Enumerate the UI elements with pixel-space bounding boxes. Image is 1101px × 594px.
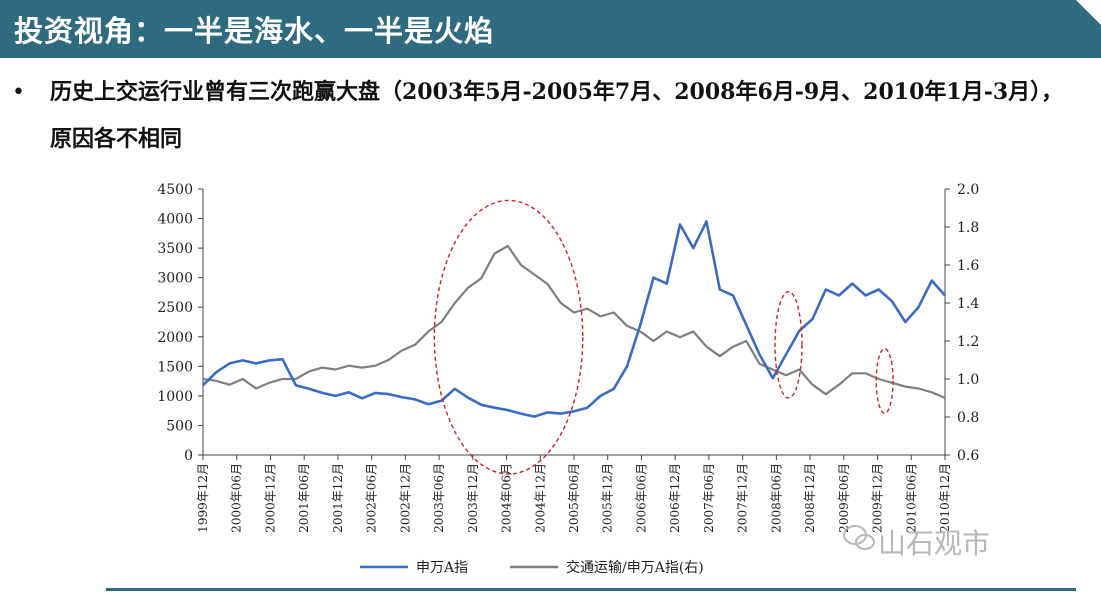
title-banner <box>0 0 1101 58</box>
annotation-ellipse-3 <box>875 347 894 414</box>
x-tick-label: 2008年12月 <box>803 463 817 533</box>
right-tick-label: 1.4 <box>957 296 979 312</box>
x-tick-label: 2006年12月 <box>668 463 682 533</box>
left-tick-label: 4500 <box>157 182 193 198</box>
x-tick-label: 2007年06月 <box>702 463 716 533</box>
x-tick-label: 2000年06月 <box>230 463 244 533</box>
x-tick-label: 1999年12月 <box>196 463 210 533</box>
right-tick-label: 0.8 <box>957 410 979 426</box>
x-tick-label: 2007年12月 <box>736 463 750 533</box>
right-tick-label: 1.0 <box>957 372 979 388</box>
right-tick-label: 1.6 <box>957 258 979 274</box>
x-tick-label: 2003年06月 <box>432 463 446 533</box>
left-tick-label: 3000 <box>157 271 193 287</box>
slide-title: 投资视角：一半是海水、一半是火焰 <box>14 14 495 48</box>
series-line-swa-index <box>202 220 946 418</box>
bullet-marker: • <box>12 80 25 105</box>
annotation-ellipse-1 <box>433 199 584 475</box>
x-tick-label: 2004年06月 <box>500 463 514 533</box>
x-tick-label: 2010年12月 <box>938 463 952 533</box>
left-tick-label: 0 <box>184 448 193 464</box>
left-tick-label: 2500 <box>157 300 193 316</box>
left-tick-label: 3500 <box>157 241 193 257</box>
x-tick-label: 2002年06月 <box>365 463 379 533</box>
right-tick-label: 0.6 <box>957 448 979 464</box>
x-tick-label: 2006年06月 <box>634 463 648 533</box>
legend-label: 交通运输/申万A指(右) <box>566 559 704 576</box>
x-tick-label: 2004年12月 <box>533 463 547 533</box>
bullet-text: 历史上交运行业曾有三次跑赢大盘（2003年5月-2005年7月、2008年6月-… <box>50 79 1064 152</box>
bottom-divider <box>106 588 1076 591</box>
x-tick-label: 2008年06月 <box>769 463 783 533</box>
right-tick-label: 2.0 <box>957 182 979 198</box>
annotation-ellipse-2 <box>774 290 803 399</box>
x-tick-label: 2009年12月 <box>871 463 885 533</box>
x-tick-label: 2000年12月 <box>263 463 277 533</box>
x-tick-label: 2010年06月 <box>904 463 918 533</box>
line-chart: 4500 4000 3500 3000 2500 2000 1500 1000 500 0 2.0 1… <box>157 182 979 576</box>
x-tick-label: 2005年12月 <box>601 463 615 533</box>
x-tick-label: 2009年06月 <box>837 463 851 533</box>
right-tick-label: 1.8 <box>957 220 979 236</box>
x-tick-label: 2001年12月 <box>331 463 345 533</box>
x-tick-label: 2005年06月 <box>567 463 581 533</box>
x-tick-label: 2001年06月 <box>297 463 311 533</box>
left-tick-label: 1000 <box>157 389 193 405</box>
x-tick-label: 2002年12月 <box>398 463 412 533</box>
series-line-transport-ratio <box>202 244 946 400</box>
watermark-text: 山石观市 <box>878 527 991 560</box>
left-tick-label: 4000 <box>157 212 193 228</box>
title-banner-shape <box>0 0 1101 58</box>
left-tick-label: 1500 <box>157 359 193 375</box>
x-tick-label: 2003年12月 <box>466 463 480 533</box>
right-tick-label: 1.2 <box>957 334 979 350</box>
legend-label: 申万A指 <box>416 560 468 576</box>
wechat-icon <box>843 525 875 550</box>
left-tick-label: 500 <box>166 418 193 434</box>
left-tick-label: 2000 <box>157 330 193 346</box>
